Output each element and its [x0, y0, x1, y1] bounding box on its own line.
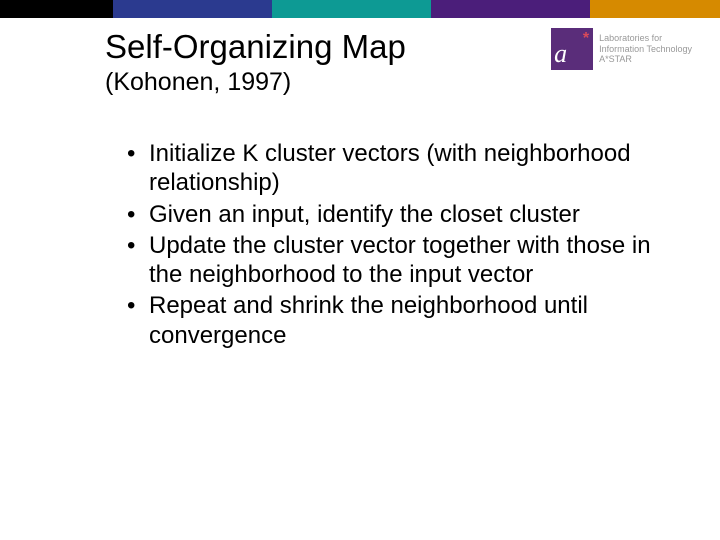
topbar-segment — [590, 0, 720, 18]
top-color-bar — [0, 0, 720, 18]
bullet-list: Initialize K cluster vectors (with neigh… — [105, 139, 670, 350]
topbar-segment — [431, 0, 590, 18]
topbar-segment — [272, 0, 431, 18]
bullet-item: Initialize K cluster vectors (with neigh… — [127, 139, 670, 198]
slide-content: Self-Organizing Map (Kohonen, 1997) Init… — [0, 18, 720, 350]
slide-title: Self-Organizing Map — [105, 28, 670, 66]
topbar-segment — [0, 0, 113, 18]
bullet-item: Given an input, identify the closet clus… — [127, 200, 670, 229]
bullet-item: Repeat and shrink the neighborhood until… — [127, 291, 670, 350]
slide-subtitle: (Kohonen, 1997) — [105, 68, 670, 97]
bullet-item: Update the cluster vector together with … — [127, 231, 670, 290]
topbar-segment — [113, 0, 272, 18]
